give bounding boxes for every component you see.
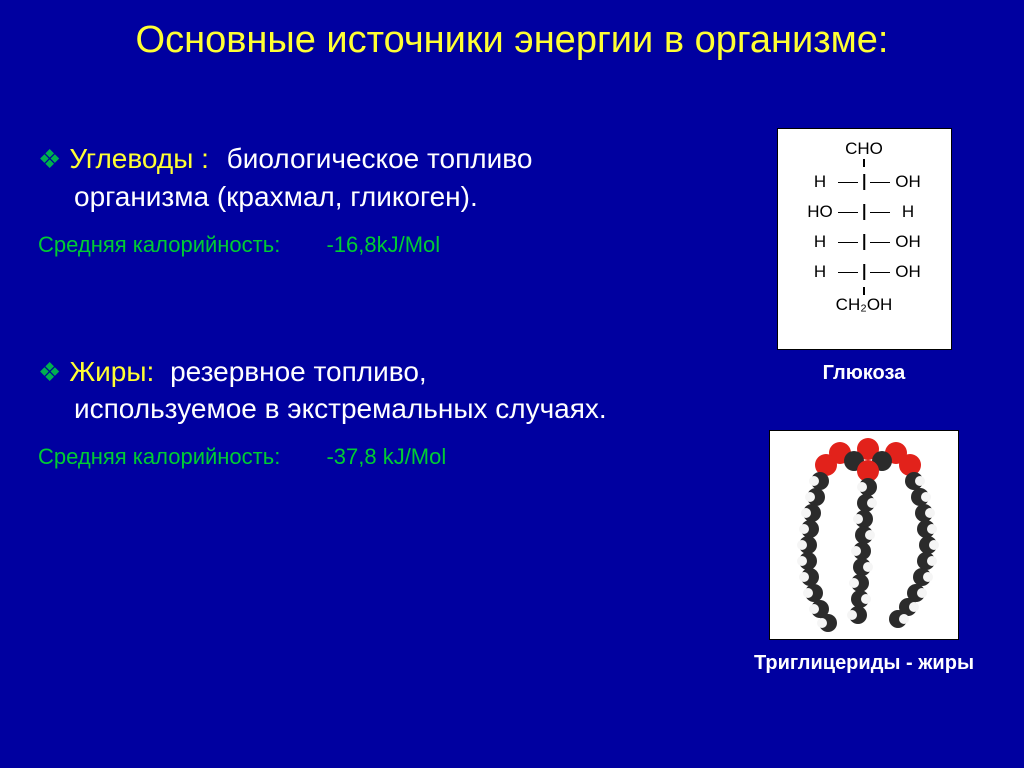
bullet-icon: ❖ <box>38 357 61 387</box>
chain-right <box>889 472 939 628</box>
carb-body-2: организма (крахмал, гликоген). <box>38 178 718 216</box>
gl-r2-l: H <box>803 232 837 252</box>
slide-title: Основные источники энергии в организме: <box>0 0 1024 74</box>
carb-body-1: биологическое топливо <box>227 143 533 174</box>
fat-caloric-value: -37,8 kJ/Mol <box>326 444 446 469</box>
figures-column: CHO HOH HOH HOH HOH CH₂OH Глюкоза <box>744 128 984 675</box>
fat-heading: Жиры: <box>69 356 154 387</box>
glucose-structure: CHO HOH HOH HOH HOH CH₂OH <box>803 139 925 315</box>
glucose-bottom: CH₂OH <box>803 295 925 315</box>
triglyceride-caption: Триглицериды - жиры <box>754 652 974 675</box>
item-fats: ❖ Жиры: резервное топливо, используемое в… <box>38 353 718 471</box>
carb-caloric-label: Средняя калорийность: <box>38 232 280 257</box>
gl-r0-l: H <box>803 172 837 192</box>
fat-caloric: Средняя калорийность: -37,8 kJ/Mol <box>38 444 718 470</box>
content-area: ❖ Углеводы : биологическое топливо органи… <box>38 140 718 530</box>
gl-r0-r: OH <box>891 172 925 192</box>
item-carbohydrates: ❖ Углеводы : биологическое топливо органи… <box>38 140 718 258</box>
carb-caloric-value: -16,8kJ/Mol <box>326 232 440 257</box>
triglyceride-figure <box>769 430 959 640</box>
carb-heading: Углеводы : <box>69 143 209 174</box>
glucose-top: CHO <box>803 139 925 159</box>
gl-r3-r: OH <box>891 262 925 282</box>
fat-body-1: резервное топливо, <box>170 356 427 387</box>
gl-r1-l: HO <box>803 202 837 222</box>
triglyceride-molecule-icon <box>770 431 959 640</box>
fat-caloric-label: Средняя калорийность: <box>38 444 280 469</box>
chain-mid <box>847 478 877 624</box>
fat-body-2: используемое в экстремальных случаях. <box>38 390 718 428</box>
gl-r3-l: H <box>803 262 837 282</box>
chain-left <box>797 472 837 632</box>
bullet-icon: ❖ <box>38 144 61 174</box>
gl-r2-r: OH <box>891 232 925 252</box>
glucose-caption: Глюкоза <box>823 362 906 385</box>
glucose-figure: CHO HOH HOH HOH HOH CH₂OH <box>777 128 952 350</box>
gl-r1-r: H <box>891 202 925 222</box>
carb-caloric: Средняя калорийность: -16,8kJ/Mol <box>38 232 718 258</box>
